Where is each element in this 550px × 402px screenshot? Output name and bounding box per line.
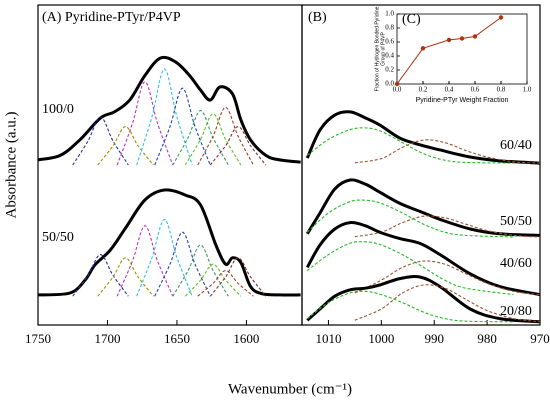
series-label: 60/40 [500, 138, 532, 153]
y-tick-label: 0.6 [385, 38, 394, 46]
component-band [306, 127, 514, 164]
component-band [172, 244, 229, 297]
y-axis-title: Absorbance (a.u.) [3, 111, 19, 218]
data-point [498, 15, 504, 20]
component-band [97, 257, 154, 297]
panel-title: (A) Pyridine-PTyr/P4VP [42, 10, 181, 25]
x-tick-label: 1000 [368, 331, 394, 346]
y-axis-title: Fraction of Hydrogen Bonded Pyridine [374, 6, 380, 91]
x-tick-label: 0.6 [471, 86, 480, 94]
component-band [197, 106, 254, 166]
component-band [136, 218, 193, 297]
series-label: 20/80 [500, 304, 532, 319]
component-band [154, 87, 211, 166]
component-band [172, 110, 229, 166]
spectrum [306, 275, 541, 324]
x-tick-label: 1.0 [523, 86, 532, 94]
component-band [354, 215, 541, 238]
component-band [306, 199, 514, 238]
panel-title: (C) [402, 12, 421, 27]
component-band [116, 81, 174, 166]
data-point [394, 81, 400, 87]
component-band [116, 225, 174, 297]
component-band [72, 254, 129, 297]
x-tick-label: 0.2 [419, 86, 428, 94]
y-tick-label: 1.0 [385, 10, 394, 18]
x-tick-label: 0.8 [497, 86, 506, 94]
component-band [184, 113, 242, 166]
plot-frame [301, 4, 541, 326]
y-tick-label: 0.0 [385, 80, 394, 88]
x-tick-label: 990 [424, 331, 444, 346]
x-tick-label: 1700 [94, 331, 120, 346]
plot-frame [37, 4, 303, 326]
component-band [306, 241, 514, 296]
spectrum [305, 110, 541, 165]
y-tick-label: 0.2 [385, 66, 394, 74]
component-band [354, 284, 541, 323]
data-point [472, 34, 478, 39]
data-point [446, 37, 452, 43]
x-tick-label: 1750 [25, 331, 51, 346]
x-tick-label: 980 [477, 331, 497, 346]
y-axis-title: Group of P4VP [380, 32, 386, 66]
series-label: 100/0 [42, 102, 74, 117]
component-band [72, 116, 129, 166]
component-band [97, 126, 154, 166]
spectrum [37, 55, 301, 164]
x-tick-label: 1650 [164, 331, 190, 346]
spectrum [305, 221, 541, 297]
spectrum [306, 178, 541, 237]
series-label: 50/50 [500, 214, 532, 229]
data-point [420, 46, 426, 51]
x-tick-label: 0.0 [393, 86, 402, 94]
y-tick-label: 0.8 [385, 24, 394, 32]
component-band [209, 257, 267, 297]
x-tick-label: 0.4 [445, 86, 454, 94]
component-band [136, 68, 193, 166]
series-label: 40/60 [500, 256, 532, 271]
component-band [209, 126, 267, 166]
component-band [306, 290, 514, 323]
x-axis-title: Wavenumber (cm⁻¹) [228, 381, 352, 397]
spectrum [37, 188, 301, 297]
data-point [459, 36, 465, 41]
x-axis-title: Pyridine-PTyr Weight Fraction [416, 97, 509, 104]
x-tick-label: 970 [530, 331, 550, 346]
panel-title: (B) [308, 10, 327, 25]
spectrum [396, 17, 502, 85]
x-tick-label: 1600 [233, 331, 259, 346]
plot-frame [396, 13, 528, 85]
series-label: 50/50 [42, 230, 74, 245]
component-band [154, 231, 211, 297]
component-band [184, 263, 242, 297]
component-band [354, 260, 541, 296]
y-tick-label: 0.4 [385, 52, 394, 60]
component-band [197, 270, 254, 297]
x-tick-label: 1010 [315, 331, 341, 346]
